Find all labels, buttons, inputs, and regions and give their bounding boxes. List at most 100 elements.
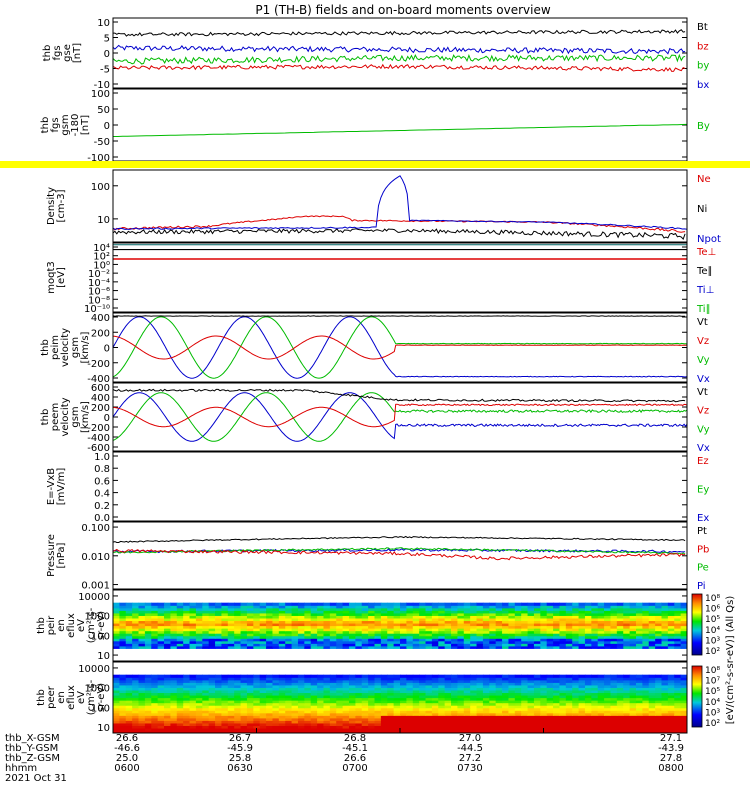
spectrogram-cell — [597, 610, 605, 614]
spectrogram-cell — [374, 617, 382, 622]
spectrogram-cell — [246, 689, 254, 694]
spectrogram-cell — [202, 633, 210, 637]
spectrogram-cell — [591, 610, 599, 614]
spectrogram-cell — [412, 640, 420, 644]
spectrogram-cell — [629, 682, 637, 686]
spectrogram-cell — [272, 612, 280, 616]
spectrogram-cell — [151, 694, 159, 699]
spectrogram-cell — [342, 605, 350, 609]
spectrogram-cell — [355, 617, 363, 622]
spectrogram-cell — [317, 679, 325, 683]
spectrogram-cell — [419, 684, 427, 688]
spectrogram-cell — [361, 689, 369, 694]
spectrogram-cell — [514, 712, 522, 716]
spectrogram-cell — [221, 682, 229, 686]
spectrogram-cell — [374, 602, 382, 606]
spectrogram-cell — [680, 605, 687, 609]
spectrogram-cell — [476, 622, 484, 627]
spectrogram-cell — [323, 687, 331, 691]
spectrogram-cell — [667, 707, 675, 711]
spectrogram-cell — [661, 628, 669, 632]
spectrogram-cell — [591, 679, 599, 683]
spectrogram-cell — [489, 677, 497, 681]
spectrogram-cell — [591, 689, 599, 694]
spectrogram-cell — [572, 615, 580, 619]
spectrogram-cell — [342, 677, 350, 681]
spectrogram-cell — [623, 635, 631, 639]
spectrogram-cell — [208, 602, 216, 606]
spectrogram-cell — [616, 730, 624, 733]
spectrogram-cell — [189, 687, 197, 691]
series-Pe — [113, 547, 686, 555]
spectrogram-cell — [610, 615, 618, 619]
spectrogram-cell — [451, 707, 458, 711]
y-tick-label: 10000 — [78, 664, 110, 675]
spectrogram-cell — [387, 702, 395, 706]
spectrogram-cell — [361, 725, 369, 729]
spectrogram-cell — [400, 730, 407, 733]
spectrogram-cell — [578, 712, 586, 716]
spectrogram-cell — [412, 630, 420, 634]
spectrogram-cell — [259, 615, 267, 619]
spectrogram-cell — [553, 684, 561, 688]
spectrogram-cell — [400, 602, 407, 606]
spectrogram-cell — [304, 697, 312, 701]
spectrogram-cell — [272, 722, 280, 726]
spectrogram-cell — [635, 694, 643, 699]
spectrogram-cell — [495, 687, 503, 691]
spectrogram-cell — [310, 607, 318, 611]
spectrogram-cell — [623, 615, 631, 619]
spectrogram-cell — [425, 697, 433, 701]
spectrogram-cell — [387, 625, 395, 629]
spectrogram-cell — [489, 720, 497, 724]
spectrogram-cell — [540, 687, 548, 691]
spectrogram-cell — [278, 684, 286, 688]
spectrogram-cell — [202, 605, 210, 609]
spectrogram-cell — [374, 700, 382, 704]
legend-entry: Npot — [697, 234, 721, 245]
spectrogram-cell — [170, 625, 178, 629]
spectrogram-cell — [221, 697, 229, 701]
spectrogram-cell — [400, 633, 407, 637]
spectrogram-cell — [297, 620, 305, 624]
spectrogram-cell — [597, 684, 605, 688]
spectrogram-cell — [502, 694, 510, 699]
spectrogram-cell — [559, 612, 567, 616]
spectrogram-cell — [183, 643, 191, 647]
spectrogram-cell — [584, 607, 592, 611]
spectrogram-cell — [667, 602, 675, 606]
spectrogram-cell — [463, 674, 471, 678]
spectrogram-cell — [119, 705, 127, 709]
spectrogram-cell — [648, 705, 656, 709]
spectrogram-cell — [374, 615, 382, 619]
spectrogram-cell — [565, 617, 573, 622]
spectrogram-cell — [514, 684, 522, 688]
spectrogram-cell — [361, 617, 369, 622]
spectrogram-cell — [591, 700, 599, 704]
spectrogram-cell — [553, 633, 561, 637]
spectrogram-cell — [164, 727, 171, 732]
spectrogram-cell — [208, 628, 216, 632]
spectrogram-cell — [329, 602, 337, 606]
spectrogram-cell — [597, 682, 605, 686]
spectrogram-cell — [393, 694, 401, 699]
spectrogram-cell — [514, 640, 522, 644]
spectrogram-cell — [157, 722, 165, 726]
spectrogram-cell — [285, 720, 293, 724]
spectrogram-cell — [521, 694, 529, 699]
spectrogram-cell — [610, 702, 618, 706]
spectrogram-cell — [572, 689, 580, 694]
spectrogram-cell — [527, 702, 535, 706]
spectrogram-cell — [304, 612, 312, 616]
spectrogram-cell — [221, 645, 229, 649]
spectrogram-cell — [387, 687, 395, 691]
spectrogram-cell — [215, 682, 223, 686]
spectrogram-cell — [259, 682, 267, 686]
spectrogram-cell — [565, 635, 573, 639]
spectrogram-cell — [119, 635, 127, 639]
spectrogram-cell — [170, 610, 178, 614]
spectrogram-cell — [144, 730, 152, 733]
spectrogram-cell — [604, 605, 612, 609]
spectrogram-cell — [164, 717, 171, 721]
spectrogram-cell — [119, 638, 127, 642]
